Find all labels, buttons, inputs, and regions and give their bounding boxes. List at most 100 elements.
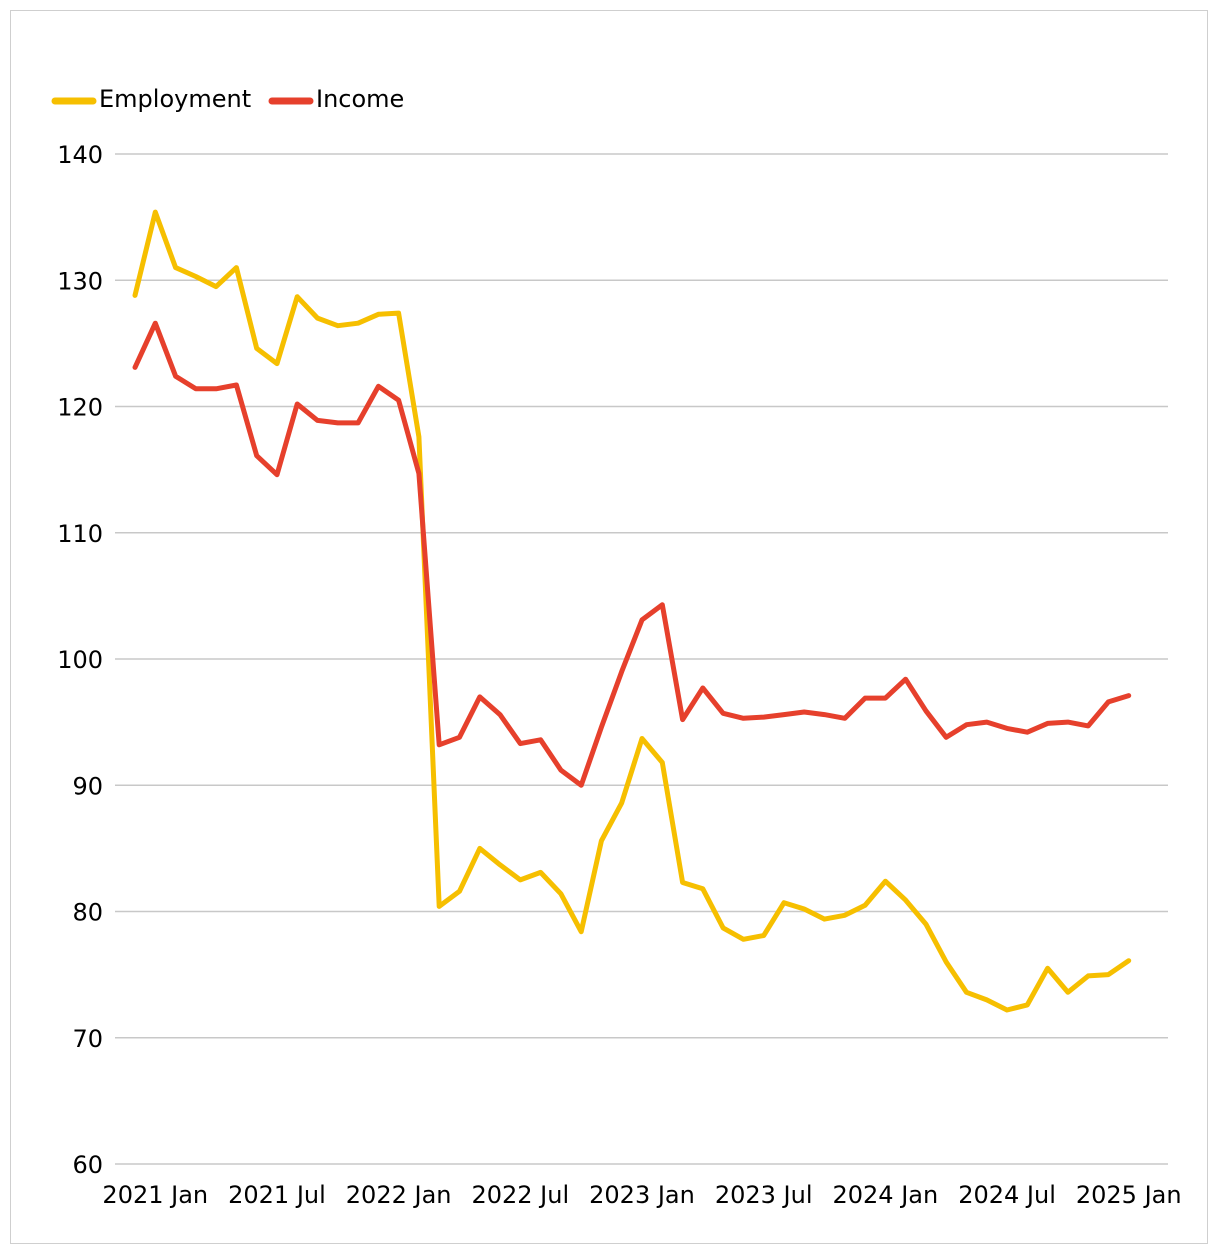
- series-line-income: [132, 320, 1132, 788]
- legend-label-employment: Employment: [99, 85, 251, 113]
- employment-point: [761, 933, 766, 938]
- income-point: [883, 696, 888, 701]
- employment-point: [660, 760, 665, 765]
- y-tick-label: 140: [57, 141, 103, 169]
- income-point: [173, 374, 178, 379]
- income-point: [396, 398, 401, 403]
- income-point: [700, 686, 705, 691]
- employment-point: [721, 925, 726, 930]
- employment-point: [335, 323, 340, 328]
- employment-point: [477, 846, 482, 851]
- income-point: [437, 742, 442, 747]
- employment-point: [457, 889, 462, 894]
- employment-point: [863, 903, 868, 908]
- x-tick-label: 2021 Jan: [102, 1181, 208, 1209]
- income-point: [274, 472, 279, 477]
- employment-point: [1005, 1007, 1010, 1012]
- employment-point: [396, 311, 401, 316]
- income-point: [842, 716, 847, 721]
- y-tick-label: 120: [57, 394, 103, 422]
- employment-point: [376, 312, 381, 317]
- x-tick-label: 2023 Jul: [715, 1181, 813, 1209]
- y-tick-label: 90: [72, 772, 103, 800]
- x-tick-label: 2025 Jan: [1076, 1181, 1182, 1209]
- employment-point: [254, 346, 259, 351]
- employment-point: [903, 898, 908, 903]
- income-point: [477, 694, 482, 699]
- income-point: [234, 383, 239, 388]
- employment-point: [619, 800, 624, 805]
- y-tick-label: 110: [57, 520, 103, 548]
- employment-point: [700, 886, 705, 891]
- income-point: [781, 712, 786, 717]
- y-tick-label: 100: [57, 646, 103, 674]
- income-point: [356, 420, 361, 425]
- income-point: [153, 321, 158, 326]
- x-tick-label: 2022 Jul: [471, 1181, 569, 1209]
- y-tick-label: 130: [57, 267, 103, 295]
- employment-point: [1045, 966, 1050, 971]
- employment-point: [680, 880, 685, 885]
- income-point: [214, 386, 219, 391]
- income-point: [315, 418, 320, 423]
- income-point: [741, 716, 746, 721]
- employment-point: [518, 877, 523, 882]
- income-point: [1045, 721, 1050, 726]
- income-point: [498, 712, 503, 717]
- employment-point: [781, 900, 786, 905]
- income-point: [457, 735, 462, 740]
- employment-point: [416, 434, 421, 439]
- employment-point: [315, 316, 320, 321]
- x-tick-label: 2024 Jan: [833, 1181, 939, 1209]
- employment-point: [558, 891, 563, 896]
- employment-point: [1065, 990, 1070, 995]
- income-point: [923, 708, 928, 713]
- y-tick-label: 70: [72, 1025, 103, 1053]
- employment-point: [498, 862, 503, 867]
- y-tick-label: 60: [72, 1151, 103, 1179]
- employment-point: [153, 210, 158, 215]
- income-point: [1106, 699, 1111, 704]
- employment-point: [923, 922, 928, 927]
- employment-point: [883, 879, 888, 884]
- income-point: [579, 783, 584, 788]
- series-lines: [132, 209, 1132, 1013]
- income-point: [133, 365, 138, 370]
- income-point: [1126, 693, 1131, 698]
- employment-point: [822, 917, 827, 922]
- employment-point: [193, 274, 198, 279]
- employment-point: [356, 321, 361, 326]
- employment-point: [1086, 973, 1091, 978]
- income-point: [984, 720, 989, 725]
- employment-point: [964, 990, 969, 995]
- income-point: [1005, 726, 1010, 731]
- income-point: [518, 741, 523, 746]
- income-point: [295, 401, 300, 406]
- income-point: [660, 602, 665, 607]
- x-tick-label: 2024 Jul: [958, 1181, 1056, 1209]
- x-tick-label: 2021 Jul: [228, 1181, 326, 1209]
- employment-point: [842, 913, 847, 918]
- employment-point: [1126, 958, 1131, 963]
- employment-point: [274, 361, 279, 366]
- income-point: [944, 735, 949, 740]
- employment-point: [599, 838, 604, 843]
- income-point: [964, 722, 969, 727]
- legend-label-income: Income: [316, 85, 404, 113]
- employment-point: [741, 937, 746, 942]
- employment-point: [234, 265, 239, 270]
- legend: Employment Income: [51, 85, 404, 113]
- employment-point: [437, 904, 442, 909]
- employment-point: [579, 929, 584, 934]
- income-point: [254, 453, 259, 458]
- income-point: [822, 712, 827, 717]
- employment-point: [984, 997, 989, 1002]
- employment-point: [214, 284, 219, 289]
- x-tick-label: 2023 Jan: [589, 1181, 695, 1209]
- income-point: [640, 617, 645, 622]
- y-tick-label: 80: [72, 899, 103, 927]
- employment-point: [538, 870, 543, 875]
- employment-point: [944, 960, 949, 965]
- employment-point: [640, 736, 645, 741]
